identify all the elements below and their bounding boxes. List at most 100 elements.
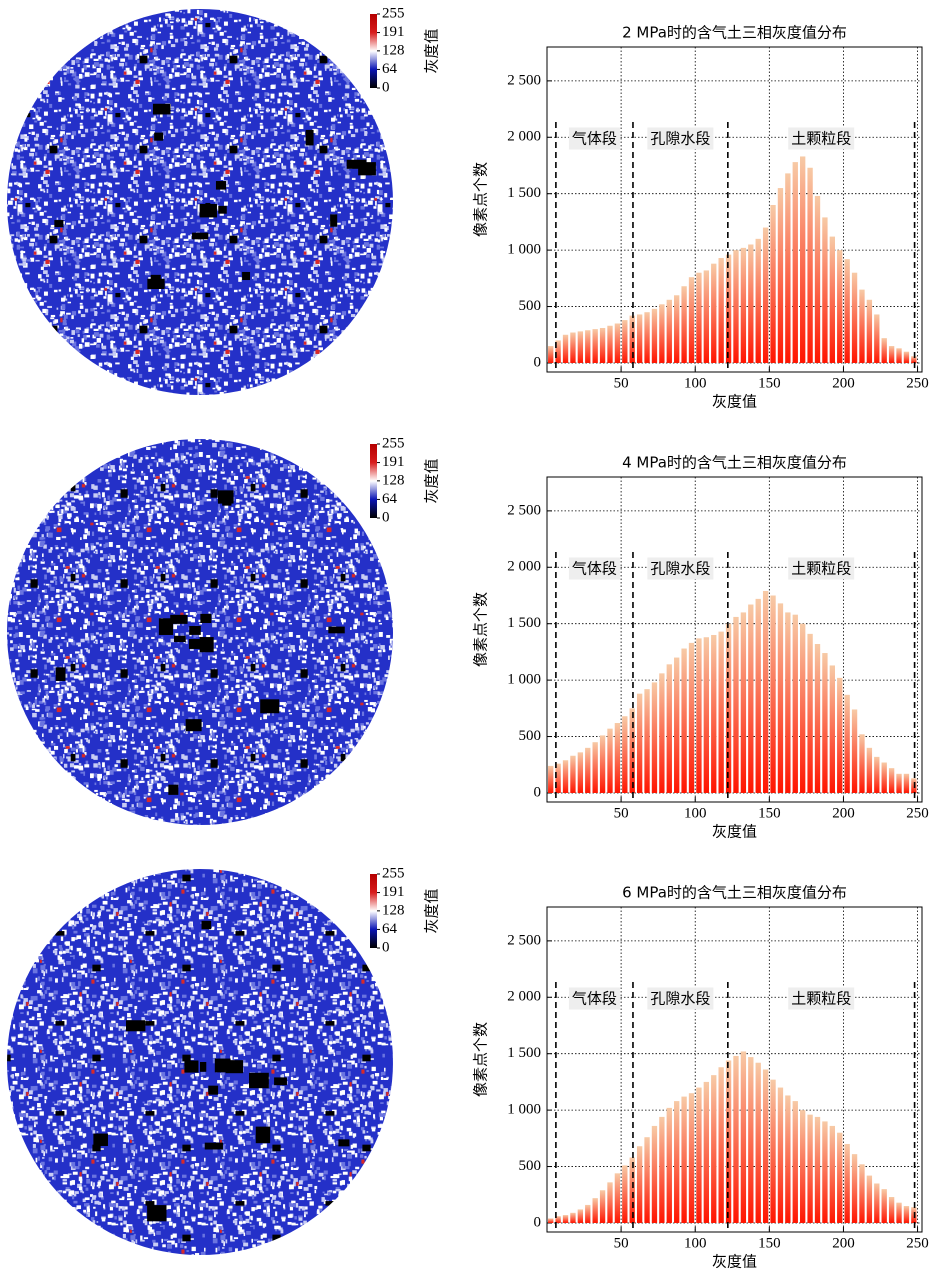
x-tick-label: 150 [758,1235,781,1251]
bar [607,1182,612,1223]
bar [704,1082,709,1223]
bar [696,273,701,363]
x-tick-label: 100 [684,805,707,821]
bar [785,1095,790,1223]
colorbar-tick-label: 64 [382,491,398,507]
bar [563,1215,568,1223]
y-tick-label: 2 000 [507,559,541,575]
bar [681,286,686,363]
bar [593,329,598,363]
bar [830,1126,835,1223]
bar [741,612,746,793]
bar [548,1218,553,1223]
bar [570,756,575,793]
ct-void [168,785,178,795]
ct-void [347,160,367,169]
segment-label: 孔隙水段 [650,990,710,1008]
bar [770,205,775,363]
colorbar-tick-label: 191 [382,884,405,900]
bar [644,1137,649,1223]
x-tick-label: 50 [614,375,629,391]
bar [718,1067,723,1223]
bar [859,290,864,363]
ct-void [192,233,208,240]
bar [904,1206,909,1223]
colorbar [370,874,377,948]
bar [674,1101,679,1223]
y-tick-label: 500 [519,298,542,314]
bar [644,689,649,793]
bar [763,591,768,793]
segment-label: 土颗粒段 [791,130,851,148]
ct-void [200,637,214,652]
bar [548,346,553,363]
bar [667,1108,672,1223]
y-axis-label: 像素点个数 [472,162,490,237]
bar [711,1075,716,1223]
bar [548,766,553,793]
x-tick-label: 200 [832,1235,855,1251]
bar [674,658,679,793]
bar [696,638,701,793]
bar [622,1165,627,1223]
ct-void [184,1061,198,1073]
x-tick-label: 250 [906,375,929,391]
bar [889,1197,894,1223]
colorbar-tick-label: 128 [382,42,405,58]
colorbar-tick-label: 128 [382,472,405,488]
y-tick-label: 1 000 [507,672,541,688]
bar [874,314,879,363]
bar [896,348,901,363]
bar [778,188,783,363]
bar [652,309,657,363]
y-tick-label: 500 [519,1158,542,1174]
x-tick-label: 250 [906,805,929,821]
bar [785,612,790,793]
bar [785,173,790,363]
colorbar-tick-label: 64 [382,61,398,77]
bar [896,774,901,793]
y-tick-label: 2 500 [507,72,541,88]
colorbar-label: 灰度值 [423,28,441,73]
bar [733,250,738,363]
bar [874,1183,879,1222]
bar [830,237,835,363]
bar [659,673,664,793]
x-tick-label: 100 [684,1235,707,1251]
ct-void [205,1143,223,1150]
ct-void [56,667,66,681]
bar [652,1126,657,1223]
bar [793,1101,798,1223]
bar [778,603,783,793]
bar [659,1117,664,1223]
ct-void [249,1073,269,1088]
bar [807,168,812,363]
bar [815,1117,820,1223]
bar [867,1176,872,1223]
y-tick-label: 1 500 [507,185,541,201]
bar [852,1154,857,1223]
ct-void [153,104,171,115]
bar [822,1121,827,1223]
ct-void [200,1062,206,1072]
ct-void [54,220,63,227]
bar [807,634,812,793]
segment-label: 孔隙水段 [650,130,710,148]
colorbar-tick-label: 255 [382,5,405,21]
bar [578,331,583,363]
x-tick-label: 150 [758,805,781,821]
x-tick-label: 50 [614,805,629,821]
y-tick-label: 0 [534,354,542,370]
ct-void [154,133,163,141]
ct-void [126,1020,145,1031]
bar [718,632,723,793]
segment-label: 气体段 [572,990,617,1008]
bar [778,1088,783,1223]
bar [748,1057,753,1223]
bar [563,335,568,363]
ct-void [189,626,201,635]
bar [800,156,805,363]
bar [667,300,672,363]
chart-title: 6 MPa时的含气土三相灰度值分布 [622,884,847,902]
bar [844,695,849,793]
